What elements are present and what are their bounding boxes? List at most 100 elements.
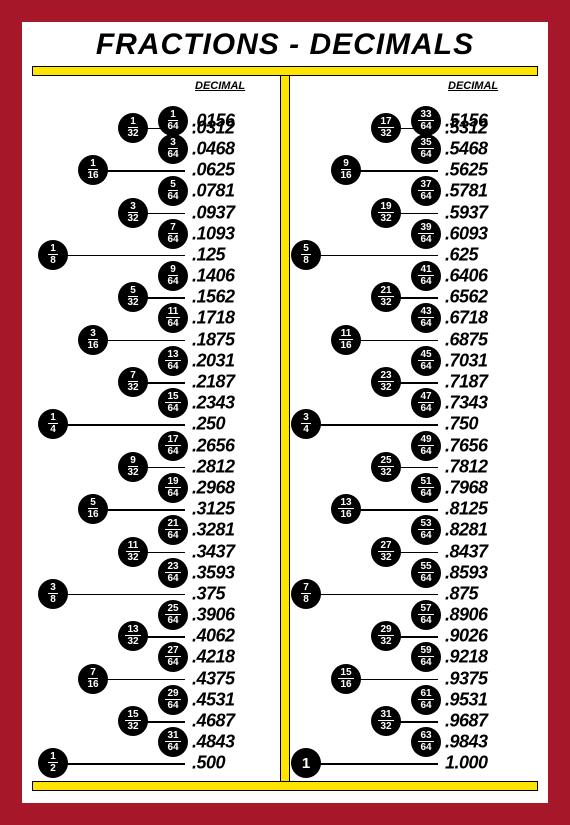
fraction-numerator: 25: [165, 604, 180, 615]
fraction-numerator: 7: [128, 371, 138, 382]
fraction-numerator: 3: [301, 413, 311, 424]
decimal-value: .7656: [445, 435, 488, 456]
fraction-bubble: 4364: [411, 303, 441, 333]
decimal-value: .6562: [445, 287, 488, 308]
fraction-denominator: 64: [167, 403, 178, 414]
fraction-row: 2332.7187: [285, 371, 538, 392]
fraction-row: 4764.7343: [285, 393, 538, 414]
bottom-accent-bar: [32, 781, 538, 791]
fraction-row: 3164.4843: [32, 732, 285, 753]
fraction-row: 732.2187: [32, 371, 285, 392]
fraction-row: 2364.3593: [32, 562, 285, 583]
fraction-row: 116.0625: [32, 160, 285, 181]
fraction-denominator: 64: [420, 530, 431, 541]
fraction-bubble: 58: [291, 240, 321, 270]
connector-line: [399, 636, 438, 638]
fraction-row: 2732.8437: [285, 541, 538, 562]
fraction-bubble: 1932: [371, 198, 401, 228]
connector-line: [66, 255, 185, 257]
fraction-denominator: 16: [340, 170, 351, 181]
fraction-row: 2932.9026: [285, 626, 538, 647]
fraction-bubble: 1564: [158, 388, 188, 418]
fraction-denominator: 4: [303, 424, 309, 435]
decimal-value: .4218: [192, 647, 235, 668]
fraction-numerator: 49: [418, 435, 433, 446]
fraction-bubble: 1332: [118, 621, 148, 651]
decimal-value: .5468: [445, 138, 488, 159]
connector-line: [319, 594, 438, 596]
fraction-numerator: 27: [378, 541, 393, 552]
fraction-row: 1116.6875: [285, 329, 538, 350]
fraction-denominator: 16: [340, 340, 351, 351]
decimal-value: .1718: [192, 308, 235, 329]
fraction-row: 58.625: [285, 244, 538, 265]
decimal-value: .4375: [192, 668, 235, 689]
fraction-bubble: 2564: [158, 600, 188, 630]
connector-line: [319, 424, 438, 426]
fraction-bubble: 1532: [118, 706, 148, 736]
fraction-bubble: 5964: [411, 642, 441, 672]
fraction-numerator: 9: [168, 265, 178, 276]
fraction-numerator: 29: [378, 625, 393, 636]
fraction-numerator: 47: [418, 392, 433, 403]
fraction-row: 2564.3906: [32, 605, 285, 626]
fraction-bubble: 932: [118, 452, 148, 482]
decimal-value: .8125: [445, 499, 488, 520]
fraction-denominator: 64: [420, 234, 431, 245]
fraction-denominator: 64: [420, 121, 431, 132]
connector-line: [66, 763, 185, 765]
fraction-denominator: 64: [167, 657, 178, 668]
fraction-row: 18.125: [32, 244, 285, 265]
decimal-value: .250: [192, 414, 225, 435]
fraction-numerator: 19: [378, 202, 393, 213]
fraction-denominator: 8: [303, 594, 309, 605]
fraction-row: 14.250: [32, 414, 285, 435]
fraction-denominator: 64: [167, 234, 178, 245]
fraction-bubble: 4764: [411, 388, 441, 418]
fraction-numerator: 29: [165, 689, 180, 700]
fraction-numerator: 1: [48, 244, 58, 255]
fraction-numerator: 21: [378, 286, 393, 297]
fraction-denominator: 16: [87, 509, 98, 520]
fraction-denominator: 16: [87, 170, 98, 181]
connector-line: [319, 255, 438, 257]
fraction-row: 3564.5468: [285, 138, 538, 159]
decimal-value: .8281: [445, 520, 488, 541]
decimal-value: .4531: [192, 689, 235, 710]
fraction-denominator: 64: [420, 742, 431, 753]
fraction-row: 764.1093: [32, 223, 285, 244]
fraction-numerator: 17: [165, 435, 180, 446]
fraction-numerator: 43: [418, 307, 433, 318]
left-column: DECIMAL 164.0156132.0312364.0468116.0625…: [32, 76, 285, 781]
fraction-bubble: 3364: [411, 106, 441, 136]
fraction-numerator: 39: [418, 223, 433, 234]
fraction-numerator: 5: [301, 244, 311, 255]
fraction-denominator: 64: [167, 700, 178, 711]
fraction-row: 2764.4218: [32, 647, 285, 668]
fraction-numerator: 1: [128, 117, 138, 128]
decimal-value: .500: [192, 753, 225, 774]
fraction-bubble: 716: [78, 664, 108, 694]
fraction-denominator: 64: [420, 191, 431, 202]
fraction-row: 964.1406: [32, 266, 285, 287]
fraction-numerator: 11: [339, 329, 354, 340]
fraction-row: 516.3125: [32, 499, 285, 520]
decimal-value: .3437: [192, 541, 235, 562]
fraction-bubble: 316: [78, 325, 108, 355]
fraction-bubble: 4564: [411, 346, 441, 376]
fraction-numerator: 45: [418, 350, 433, 361]
fraction-bubble: 1: [291, 748, 321, 778]
fraction-row: 5364.8281: [285, 520, 538, 541]
fraction-denominator: 64: [420, 446, 431, 457]
fraction-row: 6164.9531: [285, 689, 538, 710]
fraction-bubble: 78: [291, 579, 321, 609]
decimal-value: .6718: [445, 308, 488, 329]
connector-line: [106, 679, 185, 681]
fraction-denominator: 16: [87, 679, 98, 690]
decimal-value: .0937: [192, 202, 235, 223]
connector-line: [319, 763, 438, 765]
fraction-denominator: 64: [167, 488, 178, 499]
connector-line: [399, 382, 438, 384]
fraction-bubble: 2732: [371, 537, 401, 567]
fraction-denominator: 16: [87, 340, 98, 351]
